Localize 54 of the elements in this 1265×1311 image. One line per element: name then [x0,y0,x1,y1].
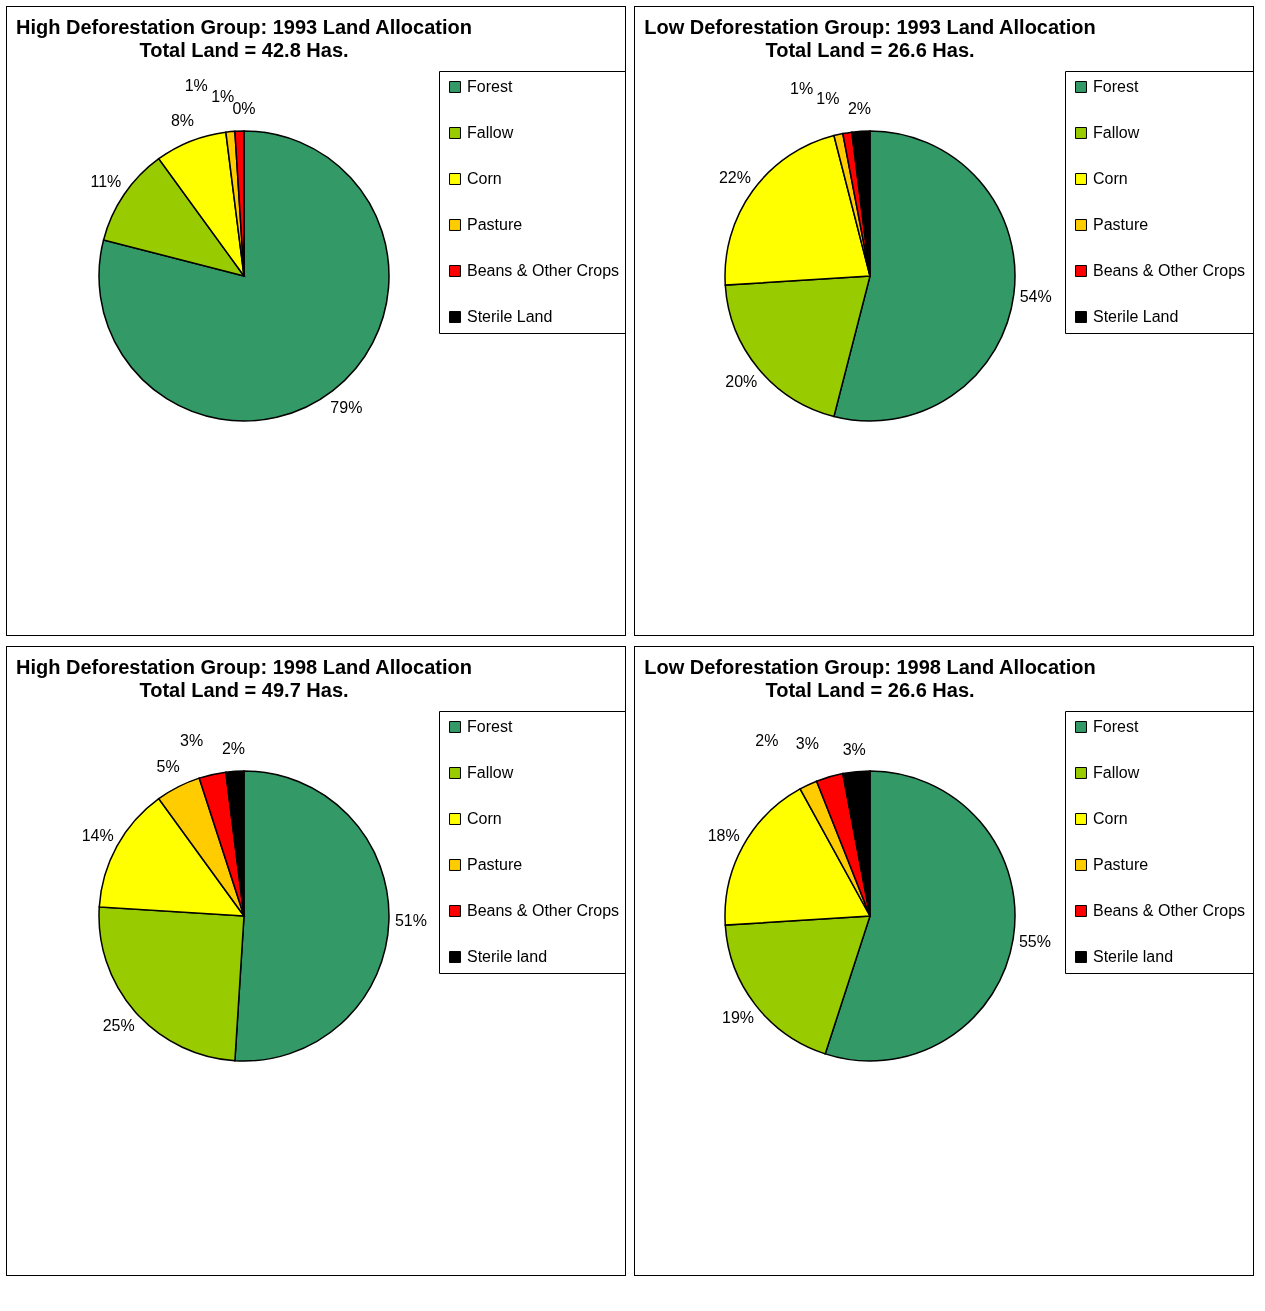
chart-title: High Deforestation Group: 1998 Land Allocation [16,655,472,678]
legend-label: Sterile land [1093,948,1174,965]
data-label: 18% [707,826,740,844]
legend-label: Beans & Other Crops [1093,262,1246,279]
data-label: 14% [81,826,114,844]
data-label: 2% [755,731,779,749]
legend-label: Beans & Other Crops [1093,902,1246,919]
chart-subtitle: Total Land = 26.6 Has. [765,38,975,61]
legend-label: Forest [467,718,513,735]
legend-label: Beans & Other Crops [467,902,620,919]
data-label: 3% [795,734,819,752]
data-label: 2% [221,740,246,758]
chart-subtitle: Total Land = 42.8 Has. [139,38,349,61]
legend-label: Sterile land [467,948,548,965]
data-label: 22% [718,168,751,186]
chart-subtitle: Total Land = 26.6 Has. [765,678,975,701]
data-label: 1% [184,76,208,94]
legend-label: Fallow [1093,764,1140,781]
legend-label: Pasture [467,856,523,873]
legend-label: Pasture [1093,216,1149,233]
data-label: 19% [722,1009,755,1027]
legend-label: Fallow [1093,124,1140,141]
data-label: 2% [847,100,872,118]
chart-title: Low Deforestation Group: 1993 Land Allocation [644,15,1096,38]
data-label: 51% [394,912,427,930]
data-label: 20% [725,373,758,391]
legend-label: Corn [1093,810,1128,827]
legend-label: Fallow [467,764,514,781]
data-label: 55% [1018,933,1051,951]
data-label: 1% [790,80,814,98]
data-label: 1% [816,90,840,108]
legend-label: Corn [1093,170,1128,187]
legend-label: Forest [1093,78,1139,95]
legend-label: Beans & Other Crops [467,262,620,279]
legend-label: Sterile Land [467,308,553,325]
data-label: 25% [102,1017,135,1035]
legend-label: Fallow [467,124,514,141]
legend-label: Pasture [1093,856,1149,873]
chart-title: High Deforestation Group: 1993 Land Allocation [16,15,472,38]
chart-title: Low Deforestation Group: 1998 Land Allocation [644,655,1096,678]
data-label: 3% [180,732,204,750]
legend-label: Forest [467,78,513,95]
data-label: 11% [90,173,122,191]
data-label: 3% [842,740,866,758]
legend-label: Forest [1093,718,1139,735]
chart-subtitle: Total Land = 49.7 Has. [139,678,349,701]
legend-label: Corn [467,810,502,827]
data-label: 5% [156,758,180,776]
legend-label: Pasture [467,216,523,233]
data-label: 79% [330,398,363,416]
data-label: 8% [170,111,195,129]
data-label: 54% [1019,287,1052,305]
legend-label: Corn [467,170,502,187]
legend-label: Sterile Land [1093,308,1179,325]
